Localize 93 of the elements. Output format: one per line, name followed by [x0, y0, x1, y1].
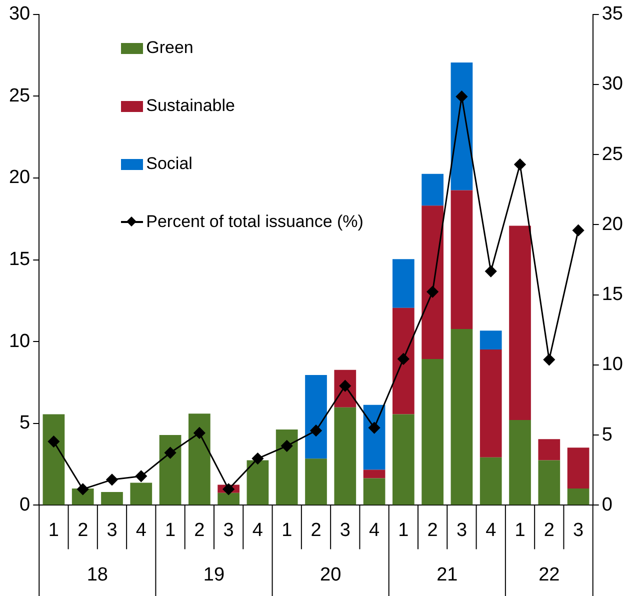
x-tick-label: 4 [486, 520, 497, 541]
y-tick-label: 20 [8, 167, 30, 188]
point [281, 440, 293, 452]
x-tick-label: 3 [456, 520, 468, 541]
y-tick-label: 25 [8, 85, 30, 106]
legend-label: Social [146, 154, 192, 174]
bar [509, 420, 531, 505]
point [252, 452, 264, 464]
bar [422, 358, 444, 505]
point [164, 447, 176, 459]
point [514, 158, 526, 170]
point [368, 422, 380, 434]
y-tick-label: 10 [8, 330, 30, 352]
bar [480, 457, 502, 505]
bar [509, 226, 531, 420]
y2-tick-label: 35 [602, 4, 624, 25]
x-tick-label: 3 [573, 520, 584, 541]
y2-tick-label: 25 [602, 144, 624, 165]
x-tick-label: 4 [252, 520, 264, 541]
point [398, 353, 410, 365]
x-tick-label: 1 [514, 520, 526, 541]
x-tick-label: 4 [136, 520, 147, 541]
bar [363, 404, 386, 470]
x-tick-label: 3 [106, 520, 118, 541]
bar [480, 349, 502, 458]
x-tick-label: 2 [78, 520, 88, 541]
bar [218, 492, 240, 505]
point [485, 266, 497, 278]
x-tick-label: 3 [340, 520, 350, 541]
point [310, 424, 322, 436]
point [426, 286, 438, 298]
bar [334, 407, 356, 505]
point [135, 470, 147, 482]
point [456, 90, 468, 102]
text: 18 [86, 564, 108, 586]
point [543, 354, 555, 366]
x-tick-label: 2 [427, 520, 438, 541]
text: 19 [203, 564, 225, 586]
x-tick-label: 3 [223, 520, 234, 541]
bar [392, 414, 414, 505]
bar [422, 174, 444, 206]
bar [305, 458, 327, 505]
text: 22 [538, 564, 560, 586]
y-tick-label: 15 [8, 249, 30, 270]
point [194, 427, 206, 439]
text: 21 [436, 564, 458, 586]
legend-label: Sustainable [146, 96, 235, 116]
x-tick-label: 4 [369, 520, 380, 541]
bar [450, 190, 473, 330]
text: 20 [320, 564, 342, 586]
bar [42, 414, 65, 505]
x-tick-label: 1 [164, 520, 176, 541]
bar [276, 429, 298, 505]
bar [130, 482, 152, 505]
point [106, 474, 118, 486]
x-tick-label: 1 [48, 520, 59, 541]
y-tick-label: 5 [20, 412, 30, 434]
x-tick-label: 1 [398, 520, 409, 541]
bar [450, 329, 473, 505]
point [222, 483, 234, 495]
bar [480, 330, 502, 350]
y2-tick-label: 30 [602, 74, 624, 95]
bar [450, 62, 473, 190]
y2-tick-label: 0 [602, 494, 612, 516]
bar [188, 414, 210, 505]
bar [538, 439, 560, 460]
point [48, 436, 60, 448]
point [77, 483, 89, 495]
bar [392, 308, 414, 414]
bar [159, 435, 182, 505]
y-tick-label: 0 [20, 494, 30, 516]
legend-label: Percent of total issuance (%) [146, 212, 364, 232]
y2-tick-label: 10 [602, 354, 624, 376]
x-tick-label: 2 [544, 520, 554, 541]
bar [363, 470, 386, 478]
y2-tick-label: 5 [602, 424, 612, 446]
bar [363, 478, 386, 505]
y2-tick-label: 20 [602, 214, 624, 235]
bar [422, 206, 444, 359]
legend-label: Green [146, 38, 194, 58]
y-tick-label: 30 [8, 4, 30, 25]
point [572, 224, 584, 236]
bar [538, 460, 560, 505]
bar [305, 374, 327, 459]
bar [101, 492, 123, 505]
bar [392, 259, 414, 308]
x-tick-label: 2 [194, 520, 205, 541]
bar [246, 460, 269, 505]
bar [567, 448, 590, 489]
x-tick-label: 2 [310, 520, 322, 541]
y2-tick-label: 15 [602, 284, 624, 306]
bar [567, 488, 590, 505]
x-tick-label: 1 [282, 520, 292, 541]
